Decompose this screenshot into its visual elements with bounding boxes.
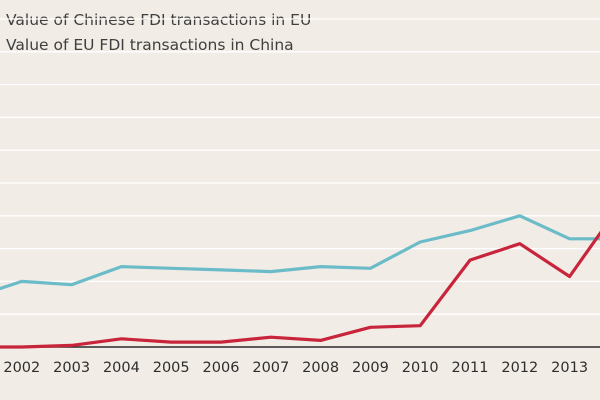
x-tick-labels: 2002 2003 2004 2005 2006 2007 2008 2009 2010 2011… xyxy=(3,360,588,376)
legend: Value of Chinese FDI transactions in EU … xyxy=(6,8,311,58)
x-tick-label: 2009 xyxy=(352,360,389,376)
x-tick-label: 2003 xyxy=(53,360,90,376)
x-tick-label: 2008 xyxy=(302,360,339,376)
x-tick-label: 2013 xyxy=(551,360,588,376)
series-line-chinese-fdi-in-eu xyxy=(0,230,600,349)
legend-item-eu-fdi-in-china: Value of EU FDI transactions in China xyxy=(6,36,294,54)
x-tick-label: 2012 xyxy=(501,360,538,376)
x-tick-label: 2011 xyxy=(452,360,489,376)
x-tick-label: 2010 xyxy=(402,360,439,376)
x-tick-label: 2005 xyxy=(153,360,190,376)
gridlines xyxy=(0,18,600,315)
x-tick-label: 2002 xyxy=(3,360,40,376)
x-tick-label: 2007 xyxy=(252,360,289,376)
x-tick-label: 2004 xyxy=(103,360,140,376)
x-tick-label: 2006 xyxy=(203,360,240,376)
legend-item-chinese-fdi-in-eu: Value of Chinese FDI transactions in EU xyxy=(6,11,312,29)
series-line-eu-fdi-in-china xyxy=(0,214,600,291)
